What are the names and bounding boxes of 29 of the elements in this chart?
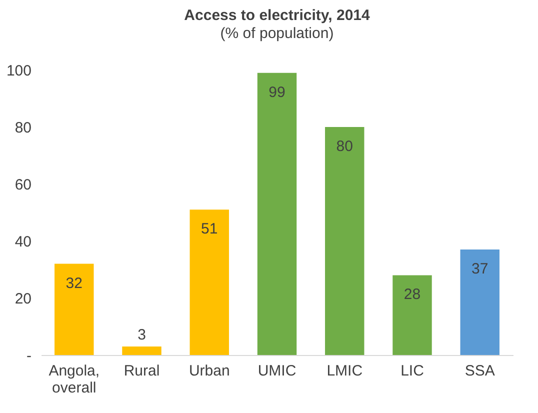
data-label: 51 bbox=[201, 220, 218, 238]
bar bbox=[122, 346, 162, 355]
data-label: 28 bbox=[404, 286, 421, 304]
x-tick-label: SSA bbox=[464, 362, 495, 380]
bar bbox=[257, 72, 297, 355]
x-tick-label: Urban bbox=[188, 362, 230, 380]
x-tick-label: LIC bbox=[400, 362, 424, 380]
bar bbox=[392, 275, 432, 355]
bar bbox=[54, 264, 94, 355]
data-label: 80 bbox=[336, 138, 353, 155]
y-tick-label: 80 bbox=[14, 120, 32, 136]
bar bbox=[460, 250, 500, 355]
y-tick-label: 60 bbox=[14, 176, 32, 194]
x-tick-label: UMIC bbox=[258, 362, 296, 380]
data-label: 37 bbox=[472, 260, 488, 278]
y-tick-label: 20 bbox=[14, 290, 32, 308]
y-tick-label: 100 bbox=[6, 62, 32, 80]
data-label: 32 bbox=[66, 274, 82, 292]
x-tick-label: Angola, overall bbox=[48, 362, 100, 396]
bar bbox=[325, 127, 364, 355]
y-tick-label: - bbox=[26, 348, 32, 364]
x-tick-label: Rural bbox=[124, 362, 160, 380]
chart-title: Access to electricity, 2014 bbox=[184, 7, 370, 24]
y-tick-label: 40 bbox=[14, 234, 32, 250]
data-label: 99 bbox=[268, 84, 286, 101]
bar bbox=[190, 210, 229, 355]
data-label: 3 bbox=[138, 326, 146, 344]
x-tick-label: LMIC bbox=[326, 362, 363, 380]
chart-subtitle: (% of population) bbox=[220, 25, 334, 42]
